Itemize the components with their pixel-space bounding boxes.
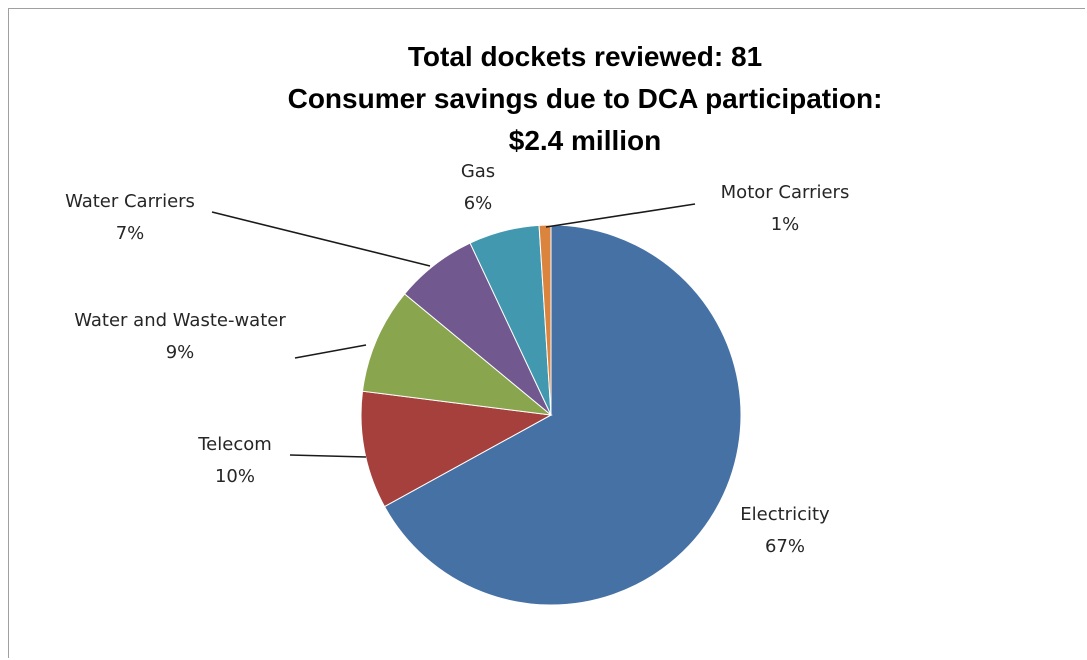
data-label-category: Telecom [197,434,272,455]
data-label-category: Motor Carriers [721,182,850,203]
leader-line [289,454,367,458]
pie-slice-motor-carriers [538,224,552,416]
title-line-3: $2.4 million [508,125,662,156]
data-label-percent: 9% [166,342,195,363]
data-label-category: Electricity [740,504,830,525]
pie-slice-telecom [360,390,553,508]
title-line-1: Total dockets reviewed: 81 [407,41,763,72]
chart-title: Total dockets reviewed: 81 Consumer savi… [230,36,940,162]
data-label-percent: 1% [771,214,800,235]
data-label-category: Water and Waste-water [74,310,286,331]
data-label-percent: 7% [116,223,145,244]
leader-line [211,211,431,267]
title-line-2: Consumer savings due to DCA participatio… [287,83,883,114]
data-label-percent: 10% [215,466,255,487]
pie-slice-electricity [383,224,742,606]
data-label-percent: 6% [464,193,493,214]
data-label-category: Gas [461,161,495,182]
data-label-category: Water Carriers [65,191,195,212]
leader-line [294,344,367,359]
pie-slice-water-and-waste-water [361,293,553,416]
leader-line [545,203,696,228]
chart-frame [8,8,1085,658]
data-label-percent: 67% [765,536,805,557]
